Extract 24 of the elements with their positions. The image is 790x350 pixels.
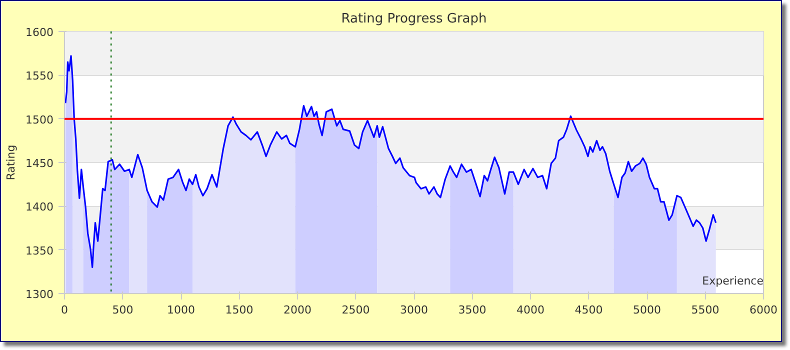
y-tick-label: 1300 bbox=[26, 288, 54, 301]
x-tick-label: 4500 bbox=[574, 304, 603, 316]
x-tick-label: 1500 bbox=[225, 304, 254, 316]
y-tick-label: 1550 bbox=[26, 70, 54, 83]
x-tick-label: 2500 bbox=[342, 304, 370, 316]
x-tick-label: 5000 bbox=[633, 304, 662, 316]
y-axis-title: Rating bbox=[4, 144, 18, 180]
x-tick-label: 0 bbox=[61, 304, 68, 316]
chart-title: Rating Progress Graph bbox=[341, 12, 487, 26]
line-series bbox=[64, 55, 717, 268]
y-tick-label: 1400 bbox=[26, 200, 54, 214]
y-tick-label: 1450 bbox=[26, 157, 54, 170]
x-tick-label: 2000 bbox=[284, 304, 312, 316]
x-tick-label: 3500 bbox=[458, 304, 486, 316]
x-tick-label: 500 bbox=[112, 304, 134, 316]
x-axis-title: Experience bbox=[702, 274, 764, 288]
y-tick-label: 1500 bbox=[26, 113, 54, 126]
y-tick-label: 1600 bbox=[26, 26, 54, 39]
y-tick-label: 1350 bbox=[26, 244, 54, 258]
x-tick-label: 4000 bbox=[516, 304, 545, 316]
x-tick-label: 1000 bbox=[167, 304, 196, 316]
x-tick-label: 5500 bbox=[691, 304, 720, 316]
x-tick-label: 6000 bbox=[750, 304, 778, 316]
x-tick-label: 3000 bbox=[400, 304, 428, 316]
